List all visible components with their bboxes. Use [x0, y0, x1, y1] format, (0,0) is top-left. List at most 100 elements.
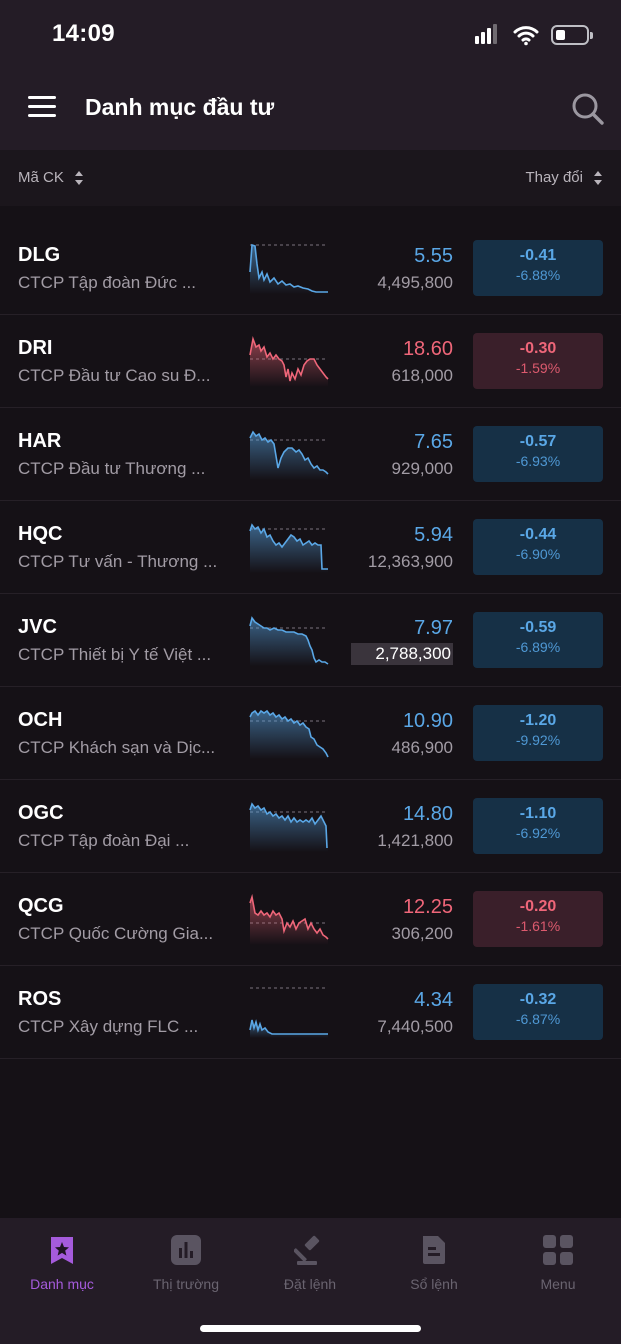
- change-value: -0.20: [519, 898, 557, 915]
- stock-symbol: HAR: [18, 430, 62, 452]
- stock-volume: 1,421,800: [377, 831, 453, 850]
- change-value: -1.10: [519, 805, 557, 822]
- nav-label: Sổ lệnh: [410, 1276, 458, 1292]
- stock-price: 18.60: [402, 338, 453, 360]
- page-title: Danh mục đầu tư: [85, 94, 275, 120]
- status-icons: [475, 22, 593, 48]
- stock-symbol: JVC: [18, 616, 57, 638]
- change-percent: -6.87%: [515, 1011, 561, 1027]
- nav-tab-danh-muc[interactable]: Danh mục: [0, 1234, 124, 1292]
- nav-label: Đặt lệnh: [283, 1276, 337, 1292]
- sort-change-label: Thay đổi: [525, 169, 583, 186]
- stock-symbol: ROS: [18, 988, 62, 1010]
- nav-label: Menu: [540, 1276, 576, 1292]
- sparkline-chart: [249, 987, 328, 1038]
- change-percent: -6.92%: [515, 825, 561, 841]
- sort-by-symbol[interactable]: Mã CK: [18, 169, 84, 186]
- sparkline-chart: [249, 616, 329, 666]
- stock-symbol: HQC: [18, 523, 63, 545]
- change-badge[interactable]: -0.41 -6.88%: [473, 240, 603, 296]
- sort-symbol-label: Mã CK: [18, 169, 64, 186]
- nav-tab-so-lenh[interactable]: Sổ lệnh: [372, 1234, 496, 1292]
- change-value: -0.32: [519, 991, 557, 1008]
- change-percent: -6.93%: [515, 453, 561, 469]
- company-name: CTCP Đầu tư Thương ...: [18, 459, 206, 478]
- bottom-navigation: Danh mục Thị trường Đặt lệnh Sổ lệnh: [0, 1218, 621, 1344]
- stock-symbol: DLG: [18, 244, 61, 266]
- change-badge[interactable]: -0.20 -1.61%: [473, 891, 603, 947]
- company-name: CTCP Khách sạn và Dịc...: [18, 738, 216, 757]
- watchlist: DLG CTCP Tập đoàn Đức ... 5.55 4,495,800…: [0, 222, 621, 1059]
- change-value: -0.57: [519, 433, 557, 450]
- sparkline-chart: [249, 243, 328, 294]
- list-item[interactable]: ROS CTCP Xây dựng FLC ... 4.34 7,440,500…: [0, 966, 621, 1059]
- sparkline-chart: [249, 709, 329, 759]
- nav-label: Danh mục: [30, 1276, 94, 1292]
- stock-volume: 4,495,800: [377, 273, 453, 292]
- company-name: CTCP Xây dựng FLC ...: [18, 1017, 199, 1036]
- stock-price: 14.80: [402, 803, 453, 825]
- change-badge[interactable]: -1.20 -9.92%: [473, 705, 603, 761]
- nav-tab-menu[interactable]: Menu: [496, 1234, 620, 1292]
- wifi-icon: [513, 26, 539, 46]
- sparkline-chart: [249, 893, 329, 945]
- change-badge[interactable]: -1.10 -6.92%: [473, 798, 603, 854]
- battery-icon: [551, 25, 593, 45]
- change-percent: -6.89%: [515, 639, 561, 655]
- stock-volume: 929,000: [391, 459, 453, 478]
- stock-volume: 7,440,500: [377, 1017, 453, 1036]
- company-name: CTCP Tư vấn - Thương ...: [18, 552, 218, 571]
- list-item[interactable]: OCH CTCP Khách sạn và Dịc... 10.90 486,9…: [0, 687, 621, 780]
- change-value: -0.41: [519, 247, 557, 264]
- bar-chart-icon: [171, 1235, 201, 1265]
- list-item[interactable]: HAR CTCP Đầu tư Thương ... 7.65 929,000 …: [0, 408, 621, 501]
- sparkline-chart: [249, 336, 329, 387]
- sort-arrows-icon: [594, 170, 602, 185]
- home-indicator[interactable]: [200, 1325, 421, 1332]
- company-name: CTCP Tập đoàn Đức ...: [18, 273, 196, 292]
- stock-price: 5.55: [414, 245, 453, 267]
- sparkline-chart: [249, 430, 329, 480]
- list-item[interactable]: DLG CTCP Tập đoàn Đức ... 5.55 4,495,800…: [0, 222, 621, 315]
- stock-volume: 12,363,900: [367, 552, 453, 571]
- change-value: -1.20: [519, 712, 557, 729]
- nav-tab-dat-lenh[interactable]: Đặt lệnh: [248, 1234, 372, 1292]
- list-item[interactable]: QCG CTCP Quốc Cường Gia... 12.25 306,200…: [0, 873, 621, 966]
- change-percent: -6.90%: [515, 546, 561, 562]
- company-name: CTCP Đầu tư Cao su Đ...: [18, 366, 211, 385]
- list-item[interactable]: OGC CTCP Tập đoàn Đại ... 14.80 1,421,80…: [0, 780, 621, 873]
- company-name: CTCP Tập đoàn Đại ...: [18, 831, 190, 850]
- list-item[interactable]: HQC CTCP Tư vấn - Thương ... 5.94 12,363…: [0, 501, 621, 594]
- stock-price: 7.97: [414, 617, 453, 639]
- change-percent: -1.59%: [515, 360, 561, 376]
- cellular-signal-icon: [475, 24, 501, 46]
- sort-bar: Mã CK Thay đổi: [0, 150, 621, 206]
- change-badge[interactable]: -0.59 -6.89%: [473, 612, 603, 668]
- nav-tab-thi-truong[interactable]: Thị trường: [124, 1234, 248, 1292]
- sparkline-chart: [249, 802, 328, 852]
- stock-volume: 618,000: [391, 366, 453, 385]
- change-badge[interactable]: -0.57 -6.93%: [473, 426, 603, 482]
- stock-price: 7.65: [414, 431, 453, 453]
- change-value: -0.59: [519, 619, 557, 636]
- stock-price: 5.94: [414, 524, 453, 546]
- stock-price: 4.34: [414, 989, 453, 1011]
- stock-volume: 2,788,300: [351, 643, 453, 665]
- stock-price: 12.25: [402, 896, 453, 918]
- change-value: -0.30: [519, 340, 557, 357]
- bookmark-star-icon: [51, 1237, 73, 1264]
- search-icon[interactable]: [571, 92, 605, 126]
- hamburger-menu-icon[interactable]: [28, 96, 56, 118]
- gavel-icon: [294, 1235, 320, 1265]
- grid-icon: [543, 1235, 573, 1265]
- sort-by-change[interactable]: Thay đổi: [525, 169, 603, 186]
- change-badge[interactable]: -0.30 -1.59%: [473, 333, 603, 389]
- list-item[interactable]: JVC CTCP Thiết bị Y tế Việt ... 7.97 2,7…: [0, 594, 621, 687]
- document-icon: [423, 1236, 445, 1264]
- company-name: CTCP Quốc Cường Gia...: [18, 924, 214, 943]
- change-badge[interactable]: -0.32 -6.87%: [473, 984, 603, 1040]
- change-value: -0.44: [519, 526, 557, 543]
- change-percent: -6.88%: [515, 267, 561, 283]
- change-badge[interactable]: -0.44 -6.90%: [473, 519, 603, 575]
- list-item[interactable]: DRI CTCP Đầu tư Cao su Đ... 18.60 618,00…: [0, 315, 621, 408]
